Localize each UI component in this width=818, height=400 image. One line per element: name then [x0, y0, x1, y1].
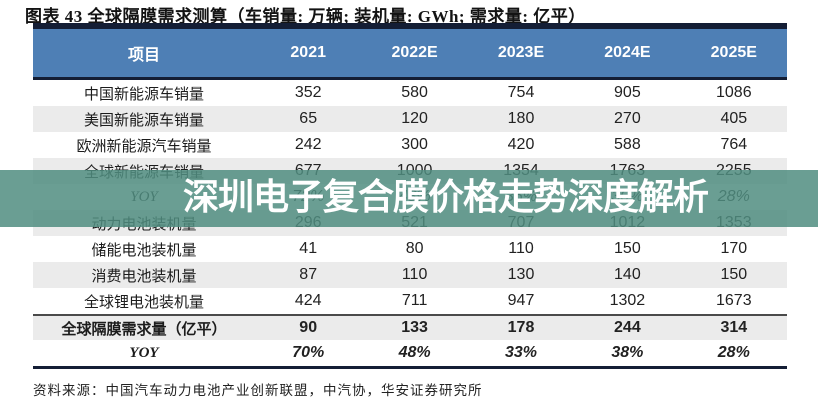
cell-value: 424 [294, 292, 322, 309]
cell-value: 170 [720, 240, 748, 257]
cell-value: 33% [504, 344, 537, 361]
cell-value: 41 [299, 240, 318, 257]
column-header: 2022E [391, 44, 438, 61]
cell-value: 110 [401, 266, 428, 283]
column-header: 2021 [290, 44, 326, 61]
cell-value: 1673 [716, 292, 752, 309]
cell-value: 28% [717, 344, 750, 361]
cell-value: 140 [614, 266, 641, 283]
row-label: 欧洲新能源汽车销量 [76, 138, 212, 155]
source-note: 资料来源：中国汽车动力电池产业创新联盟，中汽协，华安证券研究所 [33, 383, 483, 398]
cell-value: 150 [614, 240, 641, 257]
cell-value: 150 [720, 266, 748, 283]
row-label: 美国新能源车销量 [83, 112, 204, 129]
table-row: 中国新能源车销量 352 580 754 905 1086 [33, 80, 787, 106]
column-header: 2024E [604, 44, 651, 61]
cell-value: 178 [507, 319, 535, 336]
table-row: 全球锂电池装机量 424 711 947 1302 1673 [33, 288, 787, 314]
table-row-total: 全球隔膜需求量（亿平） 90 133 178 244 314 [33, 314, 787, 340]
row-label: 中国新能源车销量 [83, 86, 204, 103]
cell-value: 905 [614, 84, 641, 101]
cell-value: 48% [398, 344, 431, 361]
table-row: 消费电池装机量 87 110 130 140 150 [33, 262, 787, 288]
column-header: 2023E [497, 44, 545, 61]
table-row-yoy-total: YOY 70% 48% 33% 38% 28% [33, 340, 787, 366]
cell-value: 580 [401, 84, 428, 101]
table-bottom-border [33, 366, 787, 369]
cell-value: 180 [507, 110, 535, 127]
cell-value: 38% [611, 344, 644, 361]
row-label: YOY [129, 344, 159, 361]
cell-value: 1086 [716, 84, 752, 101]
table-row: 欧洲新能源汽车销量 242 300 420 588 764 [33, 132, 787, 158]
cell-value: 588 [614, 136, 641, 153]
table-row: 储能电池装机量 41 80 110 150 170 [33, 236, 787, 262]
watermark-overlay: 深圳电子复合膜价格走势深度解析 [0, 170, 818, 227]
table-header-row: 项目 2021 2022E 2023E 2024E 2025E [33, 23, 787, 80]
cell-value: 405 [720, 110, 748, 127]
cell-value: 314 [720, 319, 748, 336]
cell-value: 947 [507, 292, 535, 309]
cell-value: 133 [401, 319, 428, 336]
cell-value: 65 [299, 110, 318, 127]
cell-value: 110 [508, 240, 534, 257]
cell-value: 352 [294, 84, 322, 101]
cell-value: 120 [401, 110, 428, 127]
row-label: 储能电池装机量 [91, 242, 197, 259]
cell-value: 80 [405, 240, 424, 257]
cell-value: 90 [299, 319, 318, 336]
cell-value: 754 [507, 84, 535, 101]
row-label: 全球锂电池装机量 [83, 294, 204, 311]
cell-value: 244 [614, 319, 641, 336]
cell-value: 87 [299, 266, 318, 283]
cell-value: 300 [401, 136, 428, 153]
watermark-text: 深圳电子复合膜价格走势深度解析 [183, 176, 709, 217]
cell-value: 1302 [609, 292, 646, 309]
cell-value: 70% [292, 344, 325, 361]
row-label: 全球隔膜需求量（亿平） [61, 321, 227, 338]
column-header: 项目 [127, 47, 160, 64]
column-header: 2025E [710, 44, 757, 61]
table-row: 美国新能源车销量 65 120 180 270 405 [33, 106, 787, 132]
cell-value: 130 [507, 266, 535, 283]
cell-value: 270 [614, 110, 641, 127]
figure-title: 图表 43 全球隔膜需求测算（车销量: 万辆; 装机量: GWh; 需求量: 亿… [25, 7, 586, 26]
row-label: 消费电池装机量 [91, 268, 197, 285]
cell-value: 764 [720, 136, 748, 153]
cell-value: 420 [507, 136, 535, 153]
cell-value: 242 [294, 136, 322, 153]
cell-value: 711 [401, 292, 428, 309]
